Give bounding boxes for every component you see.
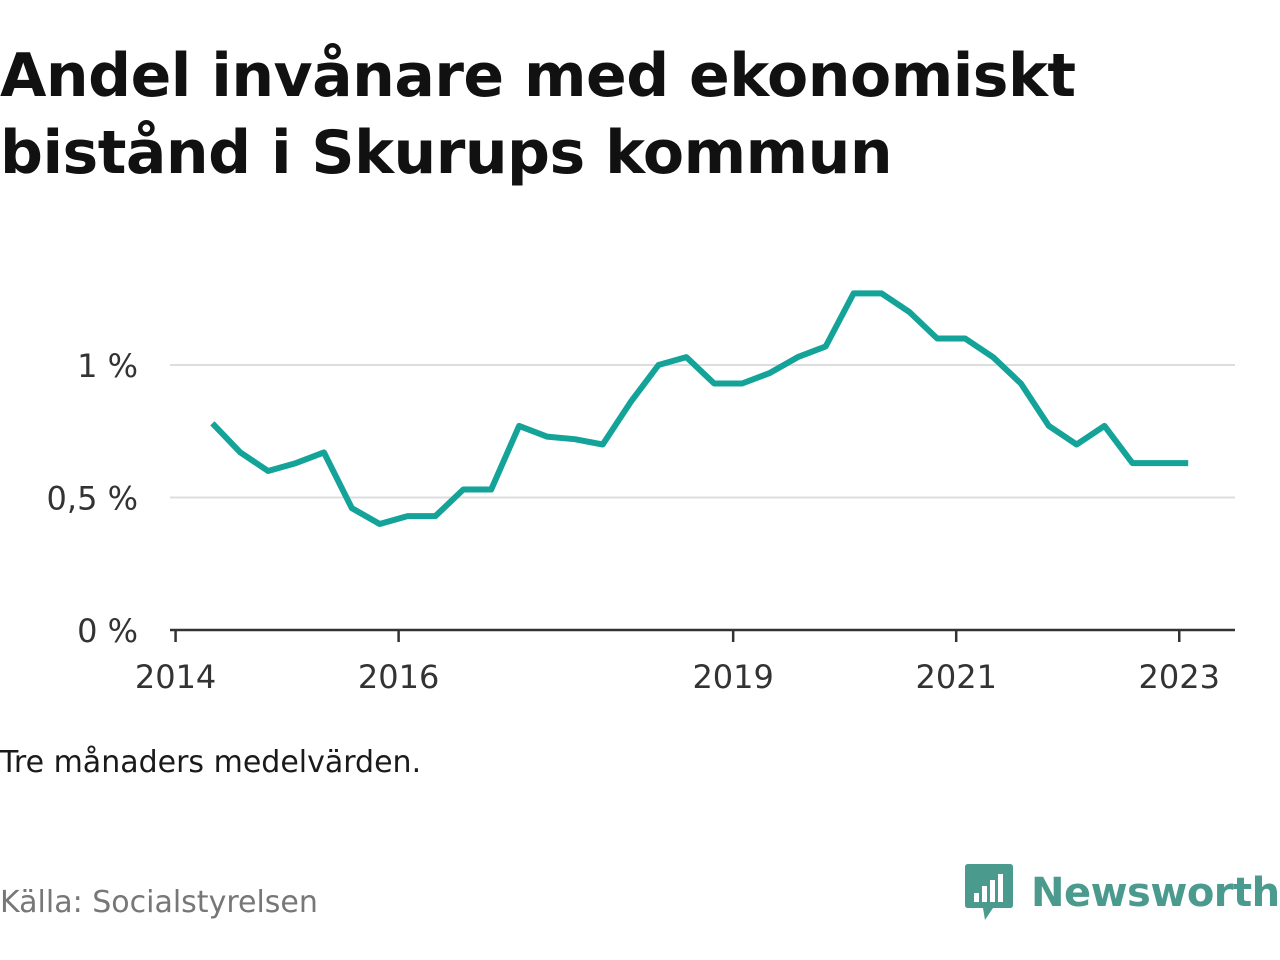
newsworthy-logo: Newsworthy xyxy=(963,862,1280,924)
data-point xyxy=(1046,423,1052,429)
logo-text: Newsworthy xyxy=(1031,870,1280,916)
data-point xyxy=(1102,423,1108,429)
x-tick-label: 2019 xyxy=(692,658,773,696)
data-point xyxy=(237,449,243,455)
x-tick-label: 2021 xyxy=(915,658,996,696)
data-point xyxy=(767,370,773,376)
x-tick-label: 2016 xyxy=(358,658,439,696)
series-layer xyxy=(209,290,1191,527)
data-point xyxy=(432,513,438,519)
data-point xyxy=(544,434,550,440)
data-point xyxy=(293,460,299,466)
data-point xyxy=(823,343,829,349)
data-point xyxy=(906,309,912,315)
chart-title: Andel invånare med ekonomiskt bistånd i … xyxy=(0,41,1076,188)
chat-bar-chart-icon xyxy=(965,864,1013,920)
data-point xyxy=(628,399,634,405)
data-point xyxy=(711,381,717,387)
data-point xyxy=(516,423,522,429)
data-point xyxy=(934,336,940,342)
data-point xyxy=(683,354,689,360)
data-point xyxy=(600,442,606,448)
y-tick-label: 0 % xyxy=(77,612,138,650)
data-point xyxy=(572,436,578,442)
data-point xyxy=(377,521,383,527)
y-tick-label: 1 % xyxy=(77,347,138,385)
data-point xyxy=(851,290,857,296)
data-point xyxy=(878,290,884,296)
data-point xyxy=(990,354,996,360)
series-line xyxy=(210,290,1189,527)
data-point xyxy=(655,362,661,368)
y-tick-label: 0,5 % xyxy=(47,480,138,518)
chart-subtitle: Tre månaders medelvärden. xyxy=(0,745,422,780)
data-point xyxy=(795,354,801,360)
x-tick-label: 2023 xyxy=(1139,658,1220,696)
data-point xyxy=(265,468,271,474)
data-point xyxy=(349,505,355,511)
data-point xyxy=(962,336,968,342)
data-point xyxy=(1157,460,1163,466)
line-chart: 0 % 0,5 % 1 % 2014 2016 2019 2021 2023 xyxy=(47,290,1235,696)
data-point xyxy=(460,487,466,493)
data-point xyxy=(209,420,215,426)
data-point xyxy=(1074,442,1080,448)
data-point xyxy=(1185,460,1191,466)
data-point xyxy=(488,487,494,493)
data-point xyxy=(1018,381,1024,387)
data-point xyxy=(739,381,745,387)
data-point xyxy=(405,513,411,519)
source-note: Källa: Socialstyrelsen xyxy=(0,885,318,920)
x-tick-label: 2014 xyxy=(135,658,216,696)
data-point xyxy=(1129,460,1135,466)
x-axis: 2014 2016 2019 2021 2023 xyxy=(135,628,1235,696)
data-point xyxy=(321,449,327,455)
